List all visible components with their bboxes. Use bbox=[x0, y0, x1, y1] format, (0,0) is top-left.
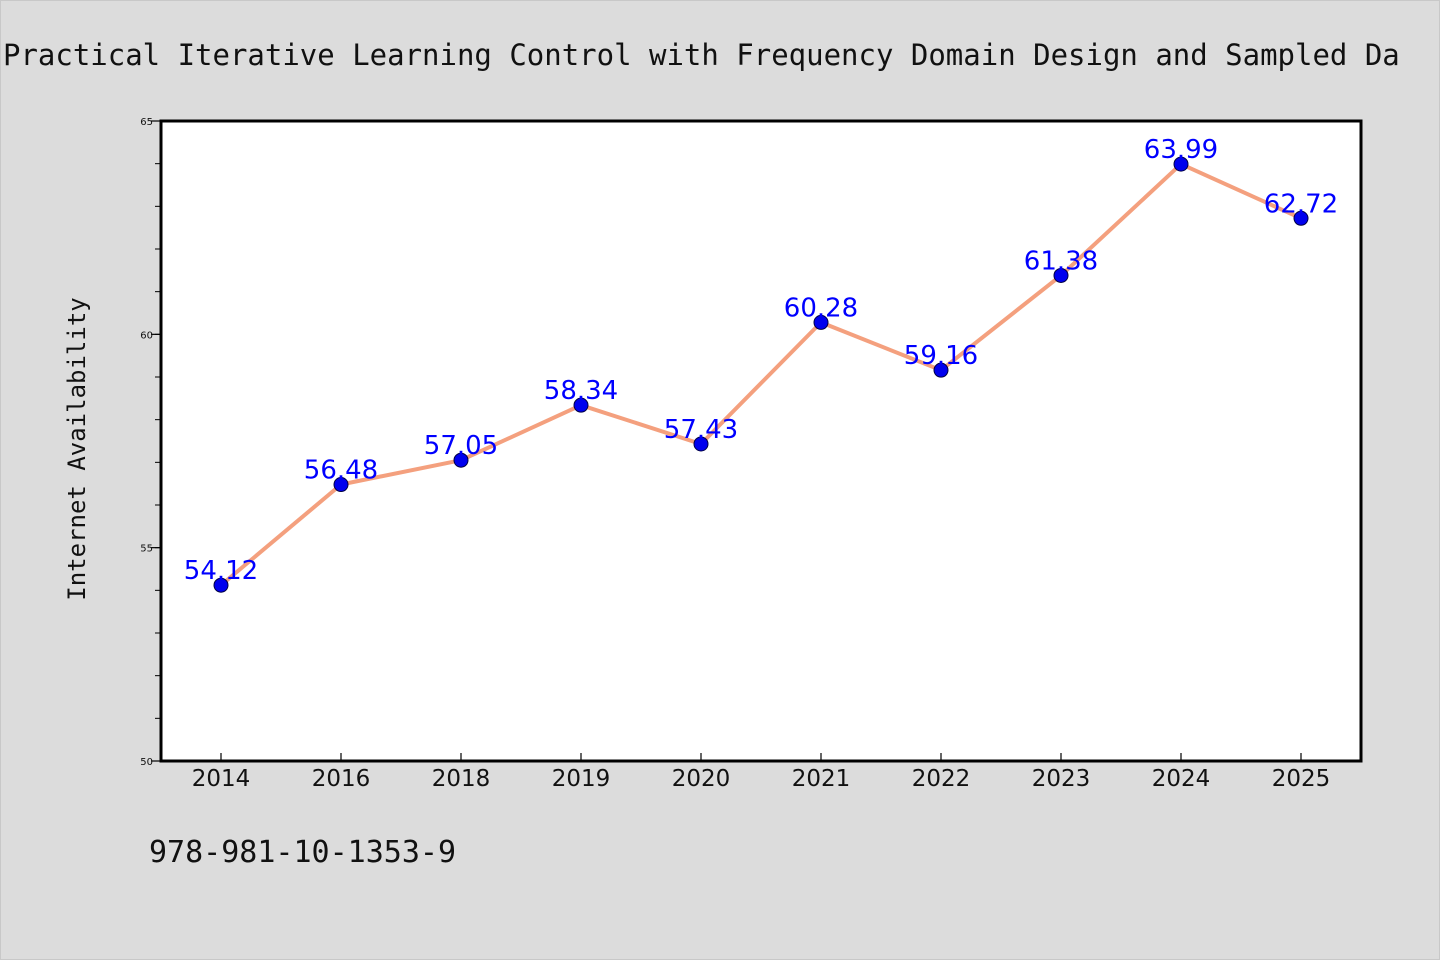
data-point bbox=[453, 452, 469, 468]
x-tick-label: 2014 bbox=[192, 766, 251, 792]
data-label: 56.48 bbox=[304, 456, 378, 486]
data-label: 57.43 bbox=[664, 415, 738, 445]
chart-title: Practical Iterative Learning Control wit… bbox=[3, 38, 1400, 72]
y-tick-label: 55 bbox=[140, 544, 153, 555]
data-labels: 54.12 56.48 57.05 58.34 57.43 60.28 59.16 61.38… bbox=[184, 135, 1338, 586]
data-label: 61.38 bbox=[1024, 246, 1098, 276]
y-tick-label: 60 bbox=[140, 330, 153, 341]
x-tick-label: 2025 bbox=[1272, 766, 1331, 792]
plot-area bbox=[159, 119, 1363, 763]
data-label: 59.16 bbox=[904, 341, 978, 371]
data-point bbox=[693, 436, 709, 452]
data-point bbox=[1173, 156, 1189, 172]
y-tick-label: 50 bbox=[140, 757, 153, 768]
x-tick-label: 2016 bbox=[312, 766, 371, 792]
x-tick-label: 2019 bbox=[552, 766, 611, 792]
data-point bbox=[933, 362, 949, 378]
x-tick-label: 2021 bbox=[792, 766, 851, 792]
isbn-text: 978-981-10-1353-9 bbox=[149, 835, 457, 870]
data-point bbox=[213, 577, 229, 593]
data-label: 60.28 bbox=[784, 293, 858, 323]
data-label: 58.34 bbox=[544, 376, 618, 406]
data-point bbox=[333, 477, 349, 493]
y-ticks: 50 55 60 65 bbox=[140, 117, 161, 768]
data-point bbox=[813, 314, 829, 330]
x-tick-label: 2022 bbox=[912, 766, 971, 792]
x-tick-label: 2018 bbox=[432, 766, 491, 792]
x-tick-label: 2023 bbox=[1032, 766, 1091, 792]
y-axis-label: Internet Availability bbox=[63, 297, 91, 600]
data-point bbox=[1293, 210, 1309, 226]
y-tick-label: 65 bbox=[140, 117, 153, 128]
x-tick-label: 2024 bbox=[1152, 766, 1211, 792]
x-tick-label: 2020 bbox=[672, 766, 731, 792]
data-label: 57.05 bbox=[424, 431, 498, 461]
data-markers bbox=[213, 156, 1309, 593]
data-point bbox=[573, 397, 589, 413]
data-label: 63.99 bbox=[1144, 135, 1218, 165]
data-label: 62.72 bbox=[1264, 189, 1338, 219]
series-line bbox=[219, 162, 1302, 587]
data-label: 54.12 bbox=[184, 556, 258, 586]
x-ticks: 2014 2016 2018 2019 2020 2021 2022 2023 2024 2025 bbox=[192, 753, 1331, 792]
data-point bbox=[1053, 267, 1069, 283]
